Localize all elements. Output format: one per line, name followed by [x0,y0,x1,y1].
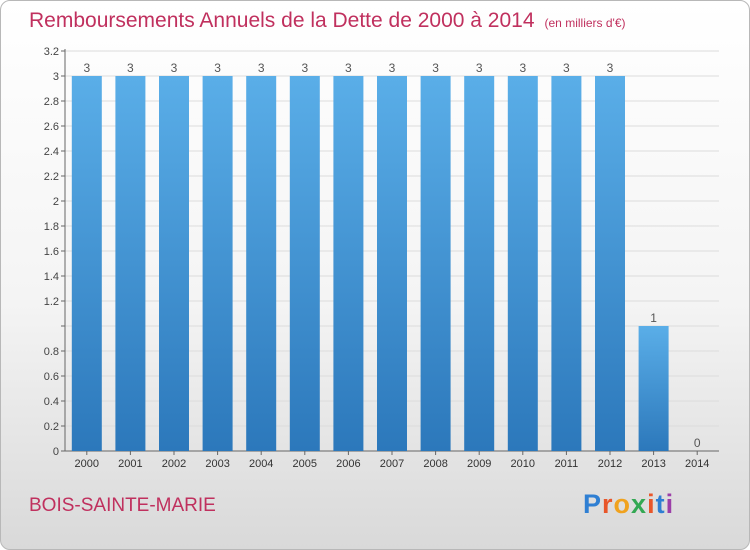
y-tick-label: 1.2 [44,296,59,308]
bar-2010 [507,76,538,451]
bar-2001 [115,76,146,451]
y-tick-label: 2.4 [44,146,59,158]
data-label-2002: 3 [171,61,178,75]
logo-letter: o [613,489,632,519]
data-label-2004: 3 [258,61,265,75]
x-tick-label-2008: 2008 [423,458,447,470]
bar-2007 [377,76,407,451]
x-tick-label-2004: 2004 [249,458,273,470]
y-tick-label: 1.8 [44,221,59,233]
logo-letter: r [602,489,614,519]
data-label-2003: 3 [214,61,221,75]
x-tick-label-2001: 2001 [118,458,142,470]
x-tick-label-2003: 2003 [205,458,229,470]
commune-name: BOIS-SAINTE-MARIE [29,495,216,516]
data-label-2008: 3 [432,61,439,75]
y-tick-label: 0.8 [44,346,59,358]
bar-2008 [420,76,451,451]
bar-2005 [289,76,320,451]
chart-title: Remboursements Annuels de la Dette de 20… [29,9,626,33]
x-tick-label-2009: 2009 [467,458,491,470]
logo-letter: P [583,489,603,519]
y-tick-label: 0.6 [44,371,59,383]
y-tick-label: 0.2 [44,421,59,433]
y-tick-label: 2.2 [44,171,59,183]
data-label-2009: 3 [476,61,483,75]
x-tick-label-2013: 2013 [641,458,665,470]
data-label-2001: 3 [127,61,134,75]
bar-2002 [159,76,189,451]
logo-letter: x [631,489,648,519]
logo-letter: i [665,489,675,519]
logo-letter: t [655,489,666,519]
y-tick-label: 3.2 [44,46,59,58]
x-tick-label-2010: 2010 [511,458,535,470]
data-label-2013: 1 [650,311,657,325]
data-label-2014: 0 [694,436,701,450]
bar-2006 [333,76,364,451]
chart-unit: (en milliers d'€) [544,16,626,30]
data-label-2011: 3 [563,61,570,75]
bar-2000 [71,76,102,451]
bar-2003 [202,76,233,451]
y-tick-label: 0 [53,446,59,458]
proxiti-logo: Proxiti [583,489,674,520]
chart-title-text: Remboursements Annuels de la Dette de 20… [29,9,535,32]
x-tick-label-2007: 2007 [380,458,404,470]
y-tick-label: 1.6 [44,246,59,258]
y-tick-label: 1.4 [44,271,59,283]
bar-2013 [638,326,669,451]
data-label-2012: 3 [607,61,614,75]
y-tick-label: 0.4 [44,396,59,408]
y-tick-label: 3 [53,71,59,83]
data-label-2007: 3 [389,61,396,75]
logo-letter: i [647,489,656,519]
x-tick-label-2014: 2014 [685,458,709,470]
y-tick-label: 2 [53,196,59,208]
x-tick-label-2011: 2011 [555,458,579,470]
data-label-2006: 3 [345,61,352,75]
bar-2009 [464,76,495,451]
data-label-2010: 3 [519,61,526,75]
y-tick-label: 2.8 [44,96,59,108]
x-tick-label-2002: 2002 [162,458,186,470]
data-label-2000: 3 [83,61,90,75]
y-tick-label: 2.6 [44,121,59,133]
x-tick-label-2000: 2000 [75,458,99,470]
x-tick-label-2006: 2006 [336,458,360,470]
bar-2011 [551,76,582,451]
bar-2012 [595,76,625,451]
x-tick-label-2012: 2012 [598,458,622,470]
x-tick-label-2005: 2005 [293,458,317,470]
bar-2004 [246,76,277,451]
data-label-2005: 3 [301,61,308,75]
